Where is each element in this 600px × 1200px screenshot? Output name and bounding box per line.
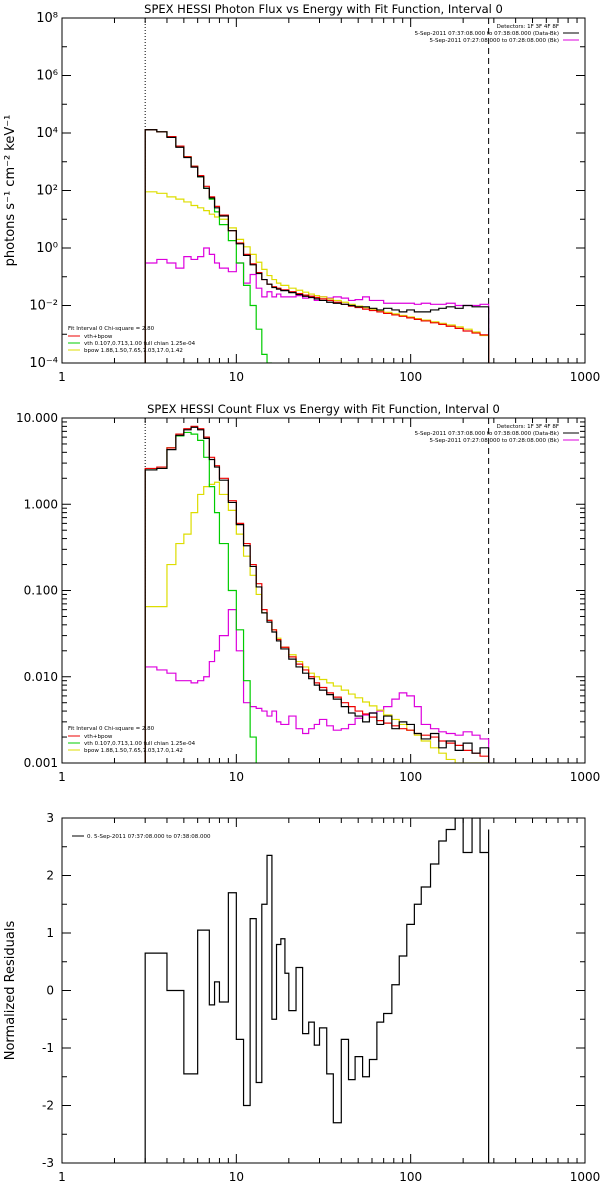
y-tick-label: 0.100 bbox=[24, 584, 58, 598]
y-tick-label: 10.000 bbox=[16, 411, 58, 425]
legend-label-total: vth+bpow bbox=[84, 734, 113, 740]
y-tick-label: 2 bbox=[46, 869, 54, 883]
chart-panel-1: SPEX HESSI Photon Flux vs Energy with Fi… bbox=[3, 2, 600, 384]
y-tick-label: 3 bbox=[46, 811, 54, 825]
time-interval-info: 5-Sep-2011 07:27:08.000 to 07:28:08.000 … bbox=[430, 438, 560, 444]
y-tick-label: 0.010 bbox=[24, 670, 58, 684]
time-interval-info: 5-Sep-2011 07:37:08.000 to 07:38:08.000 … bbox=[415, 431, 559, 437]
x-tick-label: 1 bbox=[58, 770, 66, 784]
fit-legend-header: Fit Interval 0 Chi-square = 2.80 bbox=[68, 726, 155, 732]
y-axis-label: Normalized Residuals bbox=[3, 921, 18, 1061]
y-tick-label: -3 bbox=[42, 1156, 54, 1170]
series-background-line bbox=[144, 247, 490, 363]
x-tick-label: 100 bbox=[399, 770, 422, 784]
x-tick-label: 1 bbox=[58, 1170, 66, 1184]
y-axis-label: photons s⁻¹ cm⁻² keV⁻¹ bbox=[3, 115, 18, 267]
plot-frame bbox=[61, 817, 586, 1164]
y-tick-label: 0.001 bbox=[24, 756, 58, 770]
y-tick-label: -2 bbox=[42, 1099, 54, 1113]
x-tick-label: 1000 bbox=[570, 370, 600, 384]
chart-panel-3: 1 10 100 1000 -3 -2 -1 0 1 2 3 Normalized Residuals… bbox=[3, 811, 600, 1184]
y-tick-label: 10⁰ bbox=[36, 241, 58, 256]
legend-label-power_law: bpow 1.88,1.50,7.65,7.03,17.0,1.42 bbox=[84, 348, 183, 354]
y-tick-label: 0 bbox=[46, 984, 54, 998]
chart-title: SPEX HESSI Count Flux vs Energy with Fit… bbox=[147, 402, 500, 416]
x-tick-label: 10 bbox=[229, 370, 244, 384]
y-tick-label: 10⁸ bbox=[36, 11, 58, 26]
x-tick-label: 10 bbox=[229, 1170, 244, 1184]
chart-title: SPEX HESSI Photon Flux vs Energy with Fi… bbox=[144, 2, 503, 16]
series-power_law-line bbox=[144, 191, 490, 363]
legend-label-data: 0. 5-Sep-2011 07:37:08.000 to 07:38:08.0… bbox=[87, 834, 211, 840]
y-tick-label: 10⁴ bbox=[36, 126, 58, 141]
y-tick-label: -1 bbox=[42, 1041, 54, 1055]
y-tick-label: 10⁶ bbox=[36, 69, 58, 84]
x-tick-label: 1 bbox=[58, 370, 66, 384]
series-total-line bbox=[144, 129, 490, 363]
legend-label-total: vth+bpow bbox=[84, 334, 113, 340]
legend-label-thermal: vth 0.107,0.713,1.00 full chian 1.25e-04 bbox=[84, 741, 196, 747]
x-tick-label: 100 bbox=[399, 1170, 422, 1184]
series-data-line bbox=[144, 129, 490, 363]
series-total-line bbox=[144, 425, 490, 763]
y-tick-label: 1 bbox=[46, 926, 54, 940]
x-tick-label: 1000 bbox=[570, 1170, 600, 1184]
y-tick-label: 10⁻² bbox=[29, 299, 58, 314]
y-tick-label: 10² bbox=[36, 184, 58, 199]
x-tick-label: 1000 bbox=[570, 770, 600, 784]
series-thermal-line bbox=[144, 431, 257, 763]
plot-frame bbox=[61, 17, 586, 364]
series-background-line bbox=[144, 609, 490, 763]
chart-panel-2: SPEX HESSI Count Flux vs Energy with Fit… bbox=[16, 402, 600, 784]
time-interval-info: 5-Sep-2011 07:27:08.000 to 07:28:08.000 … bbox=[430, 38, 560, 44]
series-data-line bbox=[144, 818, 490, 1163]
x-tick-label: 100 bbox=[399, 370, 422, 384]
x-tick-label: 10 bbox=[229, 770, 244, 784]
detectors-info: Detectors: 1F 3F 4F 8F bbox=[497, 424, 559, 430]
legend-label-thermal: vth 0.107,0.713,1.00 full chian 1.25e-04 bbox=[84, 341, 196, 347]
time-interval-info: 5-Sep-2011 07:37:08.000 to 07:38:08.000 … bbox=[415, 31, 559, 37]
series-power_law-line bbox=[144, 481, 489, 763]
y-tick-label: 1.000 bbox=[24, 497, 58, 511]
fit-legend-header: Fit Interval 0 Chi-square = 2.80 bbox=[68, 326, 155, 332]
series-thermal-line bbox=[144, 129, 272, 363]
detectors-info: Detectors: 1F 3F 4F 8F bbox=[497, 24, 559, 30]
series-data-line bbox=[144, 426, 490, 763]
plot-frame bbox=[61, 417, 586, 764]
y-tick-label: 10⁻⁴ bbox=[29, 356, 58, 371]
legend-label-power_law: bpow 1.88,1.50,7.65,7.03,17.0,1.42 bbox=[84, 748, 183, 754]
